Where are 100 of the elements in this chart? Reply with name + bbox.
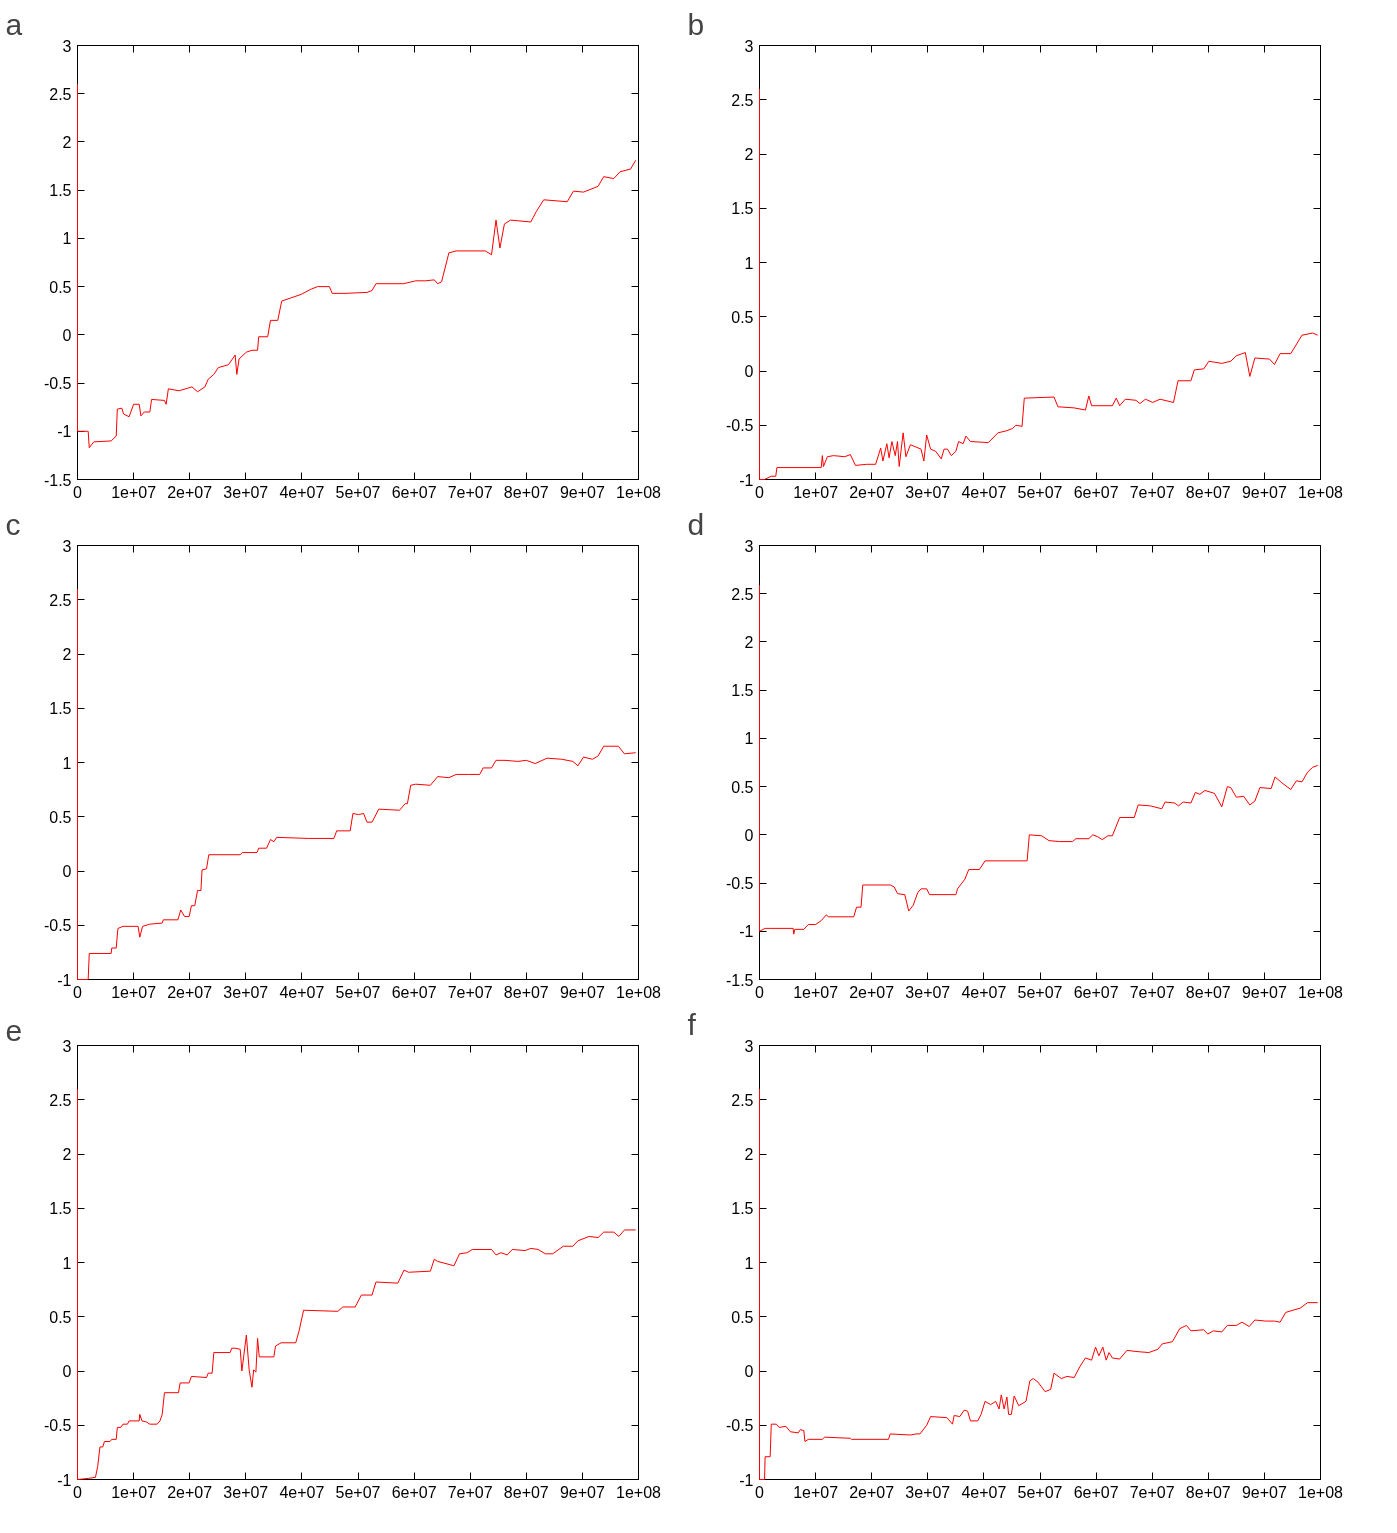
y-tick-label: 2	[62, 133, 72, 151]
y-tick-label: 0	[62, 1363, 72, 1380]
x-tick-label: 3e+07	[905, 983, 951, 1001]
chart-title: f	[687, 1007, 697, 1041]
x-tick-label: 7e+07	[447, 1483, 493, 1501]
x-tick-label: 9e+07	[1241, 483, 1287, 501]
x-tick-label: 8e+07	[503, 983, 549, 1001]
chart-title: d	[687, 507, 705, 541]
x-tick-label: 3e+07	[905, 483, 951, 501]
y-tick-label: 3	[62, 37, 72, 55]
x-tick-label: 5e+07	[1017, 483, 1063, 501]
y-tick-label: 0.5	[49, 1308, 72, 1326]
y-tick-label: 0	[744, 826, 754, 844]
x-tick-label: 1e+08	[1298, 983, 1344, 1001]
y-tick-label: 2.5	[731, 1091, 754, 1109]
x-tick-label: 5e+07	[1017, 983, 1063, 1001]
x-tick-label: 0	[755, 983, 765, 1001]
x-tick-label: 5e+07	[1017, 1483, 1063, 1501]
x-tick-label: 8e+07	[1185, 1483, 1231, 1501]
x-tick-label: 6e+07	[391, 1483, 437, 1501]
x-tick-label: 6e+07	[391, 983, 437, 1001]
y-tick-label: 0.5	[731, 1308, 754, 1326]
x-tick-label: 1e+08	[616, 483, 662, 501]
x-tick-label: 7e+07	[447, 483, 493, 501]
x-tick-label: 0	[755, 483, 765, 501]
y-tick-label: 1	[62, 754, 72, 772]
y-tick-label: 1.5	[49, 1200, 72, 1218]
x-tick-label: 2e+07	[167, 983, 213, 1001]
y-tick-label: 3	[744, 1037, 754, 1055]
y-tick-label: 0	[62, 326, 72, 344]
x-tick-label: 3e+07	[905, 1483, 951, 1501]
y-tick-label: 1.5	[731, 1200, 754, 1218]
y-tick-label: -1	[57, 1471, 72, 1489]
x-tick-label: 4e+07	[961, 983, 1007, 1001]
y-tick-label: -0.5	[725, 875, 754, 893]
y-tick-label: -1	[739, 1471, 754, 1489]
y-tick-label: -1.5	[725, 971, 754, 989]
y-tick-label: -1	[57, 971, 72, 989]
x-tick-label: 0	[755, 1483, 765, 1501]
x-tick-label: 1e+07	[111, 483, 157, 501]
y-tick-label: -1	[739, 471, 754, 489]
y-tick-label: -1	[739, 923, 754, 941]
x-tick-label: 2e+07	[849, 483, 895, 501]
chart-title: e	[5, 1013, 23, 1047]
x-tick-label: 3e+07	[223, 1483, 269, 1501]
y-tick-label: 0	[744, 1363, 754, 1380]
x-tick-label: 5e+07	[335, 483, 381, 501]
y-tick-label: 2	[744, 633, 754, 651]
x-tick-label: 6e+07	[1073, 983, 1119, 1001]
x-tick-label: 8e+07	[503, 483, 549, 501]
x-tick-label: 4e+07	[279, 983, 325, 1001]
x-tick-label: 0	[73, 483, 83, 501]
y-tick-label: -0.5	[43, 917, 72, 935]
chart-title: c	[5, 507, 21, 541]
x-tick-label: 1e+07	[793, 983, 839, 1001]
x-tick-label: 8e+07	[1185, 983, 1231, 1001]
y-tick-label: 1.5	[731, 682, 754, 700]
y-tick-label: 1	[744, 730, 754, 748]
x-tick-label: 9e+07	[559, 983, 605, 1001]
x-tick-label: 7e+07	[447, 983, 493, 1001]
y-tick-label: 2	[62, 646, 72, 663]
y-tick-label: 1	[744, 254, 754, 272]
x-tick-label: 1e+07	[111, 983, 157, 1001]
x-tick-label: 7e+07	[1129, 983, 1175, 1001]
y-tick-label: 2	[744, 1146, 754, 1163]
y-tick-label: 2.5	[49, 85, 72, 103]
y-tick-label: 2.5	[731, 585, 754, 603]
x-tick-label: 7e+07	[1129, 483, 1175, 501]
x-tick-label: 0	[73, 1483, 83, 1501]
y-tick-label: 0	[744, 363, 754, 380]
x-tick-label: 9e+07	[559, 1483, 605, 1501]
y-tick-label: 3	[62, 537, 72, 555]
y-tick-label: 1.5	[731, 200, 754, 218]
x-tick-label: 9e+07	[559, 483, 605, 501]
x-tick-label: 2e+07	[849, 1483, 895, 1501]
x-tick-label: 2e+07	[849, 983, 895, 1001]
x-tick-label: 4e+07	[961, 1483, 1007, 1501]
x-tick-label: 4e+07	[279, 483, 325, 501]
y-tick-label: 1	[744, 1254, 754, 1272]
x-tick-label: 3e+07	[223, 483, 269, 501]
y-tick-label: 0.5	[49, 808, 72, 826]
chart-title: a	[5, 7, 23, 41]
x-tick-label: 8e+07	[503, 1483, 549, 1501]
y-tick-label: -0.5	[725, 417, 754, 435]
x-tick-label: 6e+07	[391, 483, 437, 501]
y-tick-label: -0.5	[43, 1417, 72, 1435]
x-tick-label: 9e+07	[1241, 983, 1287, 1001]
y-tick-label: 1.5	[49, 182, 72, 200]
x-tick-label: 0	[73, 983, 83, 1001]
y-tick-label: 0.5	[49, 278, 72, 296]
x-tick-label: 1e+07	[793, 483, 839, 501]
x-tick-label: 3e+07	[223, 983, 269, 1001]
x-tick-label: 1e+08	[1298, 1483, 1344, 1501]
y-tick-label: 2	[744, 146, 754, 163]
x-tick-label: 1e+08	[616, 1483, 662, 1501]
x-tick-label: 2e+07	[167, 483, 213, 501]
y-tick-label: 0.5	[731, 308, 754, 326]
y-tick-label: -0.5	[725, 1417, 754, 1435]
x-tick-label: 6e+07	[1073, 483, 1119, 501]
y-tick-label: 3	[744, 537, 754, 555]
